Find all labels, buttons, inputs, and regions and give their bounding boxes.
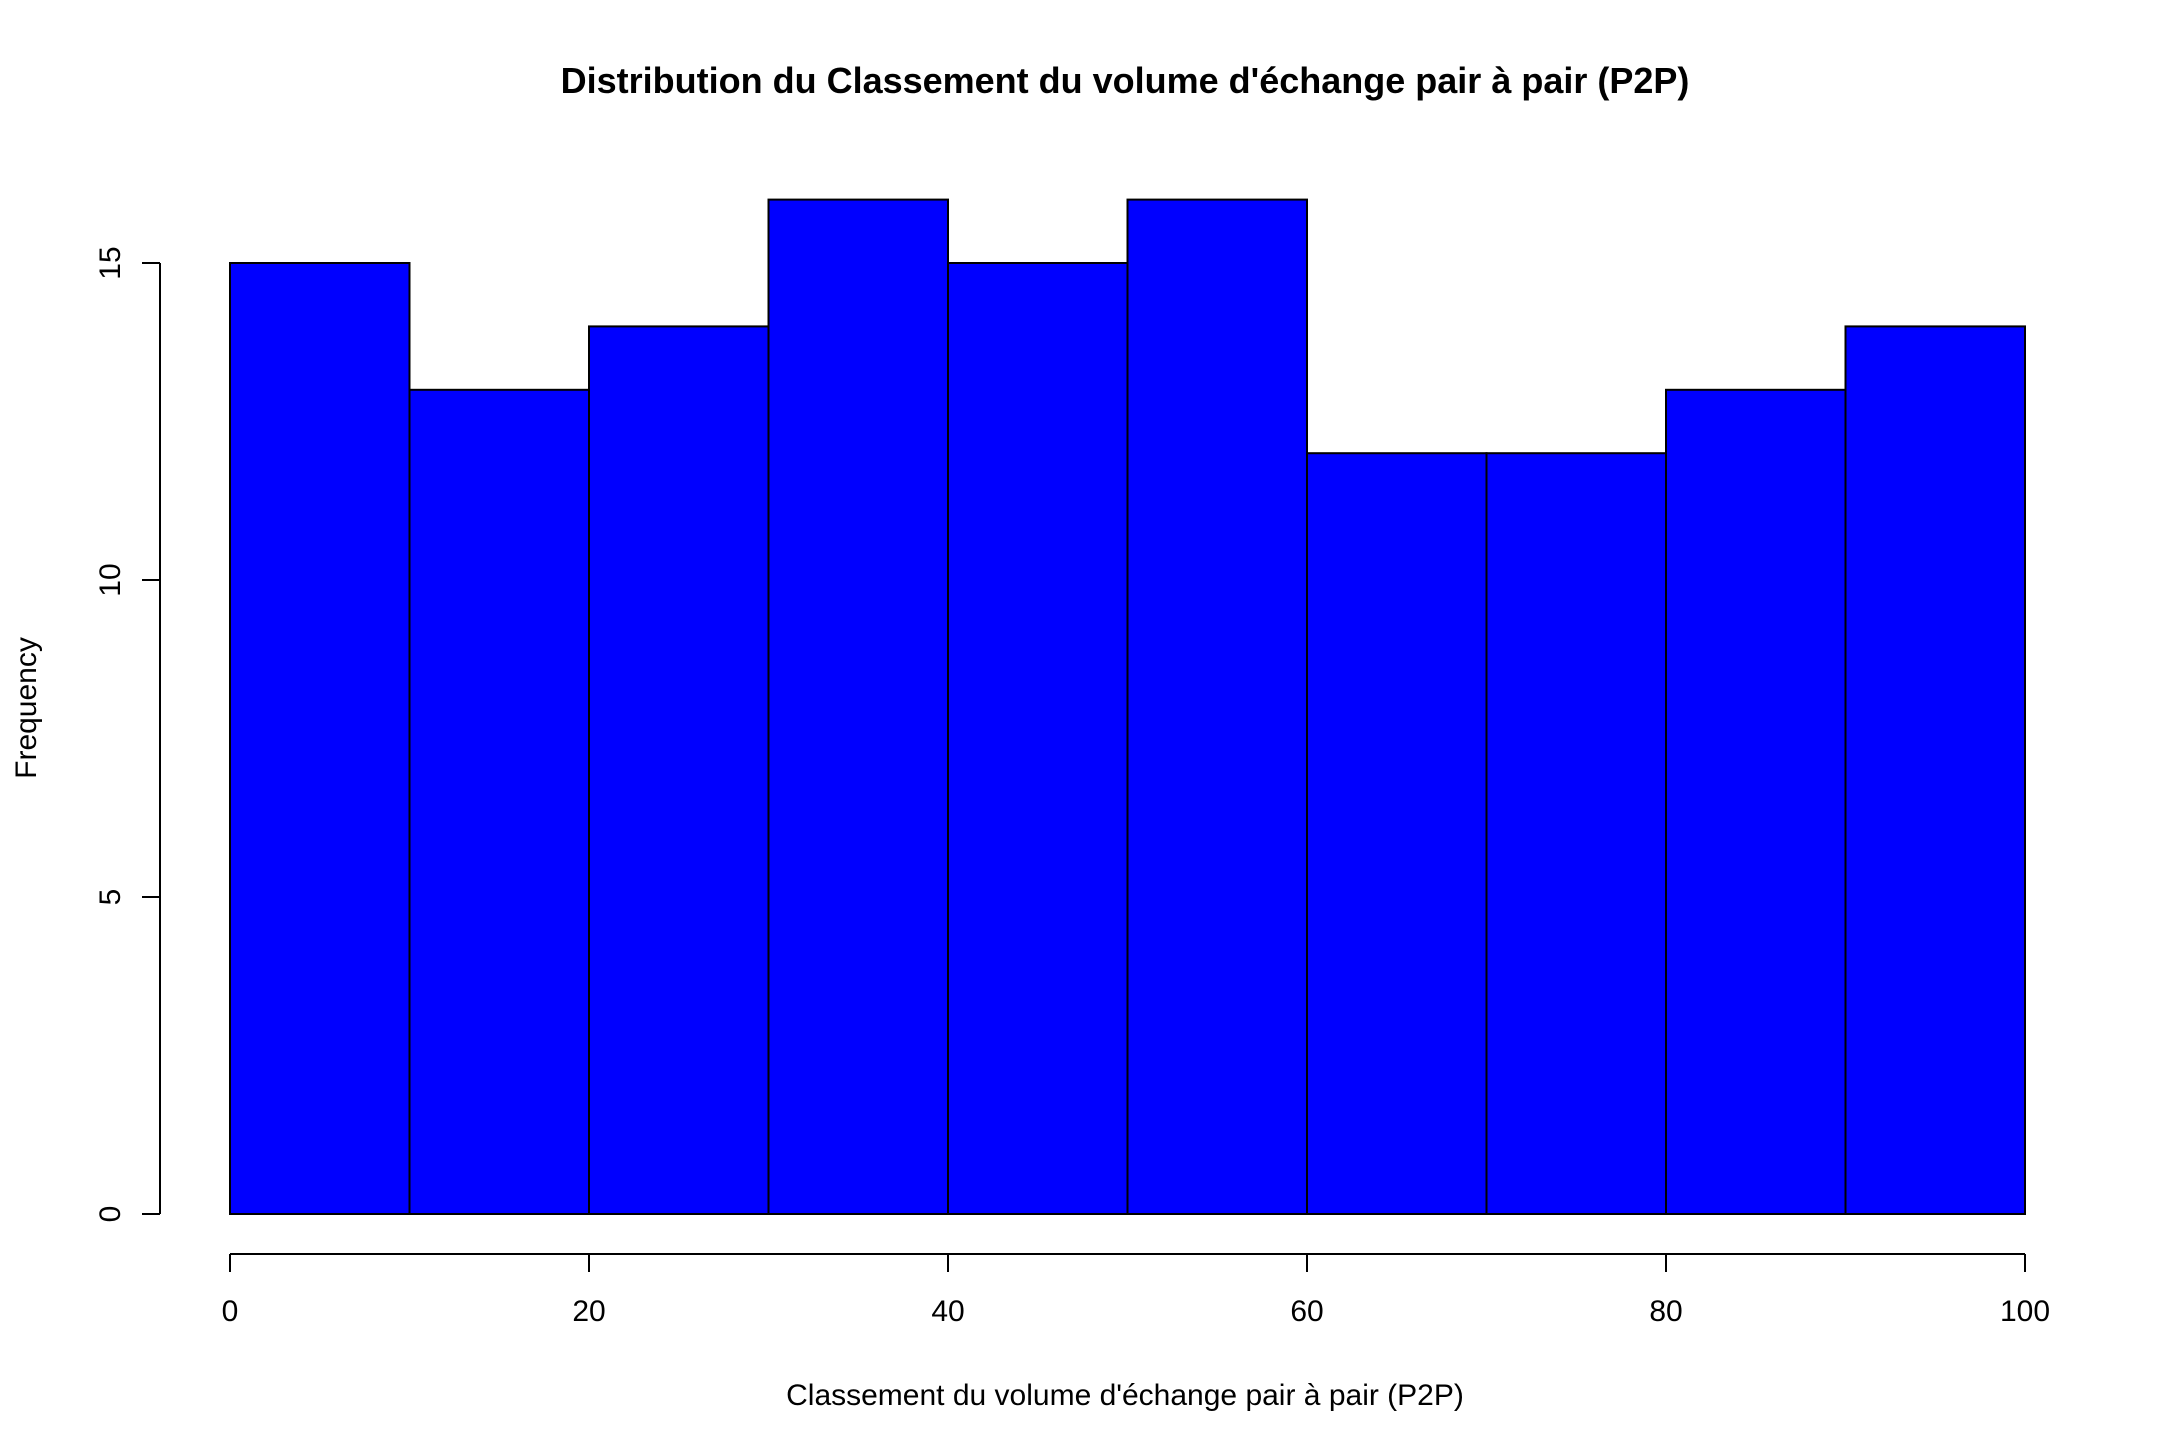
x-tick-label-2: 40 (931, 1295, 964, 1328)
histogram-bar-9 (1844, 325, 2026, 1215)
histogram-bar-8 (1665, 388, 1847, 1215)
y-tick-label-2: 10 (94, 563, 127, 596)
histogram-bar-3 (767, 198, 949, 1216)
x-tick-label-1: 20 (572, 1295, 605, 1328)
y-tick-label-3: 15 (94, 246, 127, 279)
histogram-bar-5 (1126, 198, 1308, 1216)
y-tick-label-1: 5 (94, 889, 127, 906)
x-tick-label-0: 0 (222, 1295, 239, 1328)
y-axis-label: Frequency (10, 637, 43, 779)
chart-title: Distribution du Classement du volume d'é… (561, 60, 1690, 101)
histogram-bar-6 (1306, 452, 1488, 1215)
x-tick-label-4: 80 (1649, 1295, 1682, 1328)
x-axis: 0 20 40 60 80 100 (222, 1253, 2050, 1328)
y-tick-label-0: 0 (94, 1206, 127, 1223)
histogram-bar-0 (229, 262, 411, 1215)
x-tick-label-5: 100 (2000, 1295, 2050, 1328)
histogram-bar-4 (947, 262, 1129, 1215)
x-axis-label: Classement du volume d'échange pair à pa… (786, 1379, 1464, 1412)
histogram-bar-1 (408, 388, 590, 1215)
x-tick-label-3: 60 (1290, 1295, 1323, 1328)
bars-group (229, 198, 2026, 1216)
y-axis: 0 5 10 15 (94, 246, 161, 1223)
histogram-bar-2 (588, 325, 770, 1215)
histogram-bar-7 (1485, 452, 1667, 1215)
